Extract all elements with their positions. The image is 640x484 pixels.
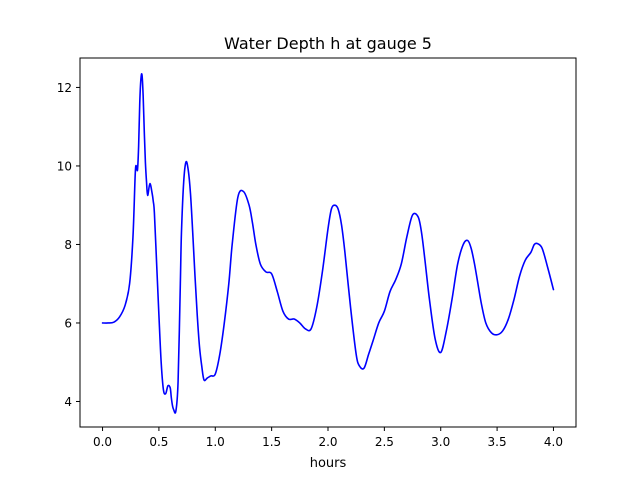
plot-area-frame <box>79 57 577 428</box>
x-tick-label: 3.5 <box>488 435 507 449</box>
x-axis-label: hours <box>310 456 347 471</box>
x-tick-label: 0.5 <box>149 435 168 449</box>
x-tick-label: 3.0 <box>431 435 450 449</box>
series-layer <box>101 73 555 414</box>
y-tick-label: 12 <box>57 81 72 95</box>
y-tick-label: 4 <box>64 395 72 409</box>
x-tick-label: 4.0 <box>544 435 563 449</box>
x-tick-label: 1.5 <box>262 435 281 449</box>
y-tick-label: 8 <box>64 238 72 252</box>
x-axis-ticks: 0.0 0.5 1.0 1.5 2.0 2.5 3.0 3.5 4.0 <box>93 427 563 449</box>
x-tick-label: 0.0 <box>93 435 112 449</box>
series-line <box>101 73 555 414</box>
y-tick-label: 6 <box>64 316 72 330</box>
chart-title: Water Depth h at gauge 5 <box>224 34 432 53</box>
x-tick-label: 2.0 <box>318 435 337 449</box>
y-axis-ticks: 4 6 8 10 12 <box>57 81 80 409</box>
x-tick-label: 2.5 <box>375 435 394 449</box>
x-tick-label: 1.0 <box>206 435 225 449</box>
y-tick-label: 10 <box>57 159 72 173</box>
